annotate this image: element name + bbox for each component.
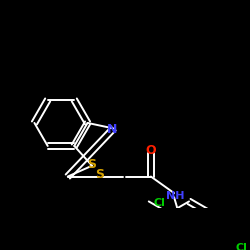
Text: NH: NH [166, 192, 184, 202]
Text: O: O [146, 144, 156, 157]
Text: Cl: Cl [154, 198, 166, 208]
Text: Cl: Cl [236, 243, 248, 250]
Text: S: S [88, 158, 96, 170]
Text: N: N [107, 123, 117, 136]
Text: S: S [95, 168, 104, 181]
